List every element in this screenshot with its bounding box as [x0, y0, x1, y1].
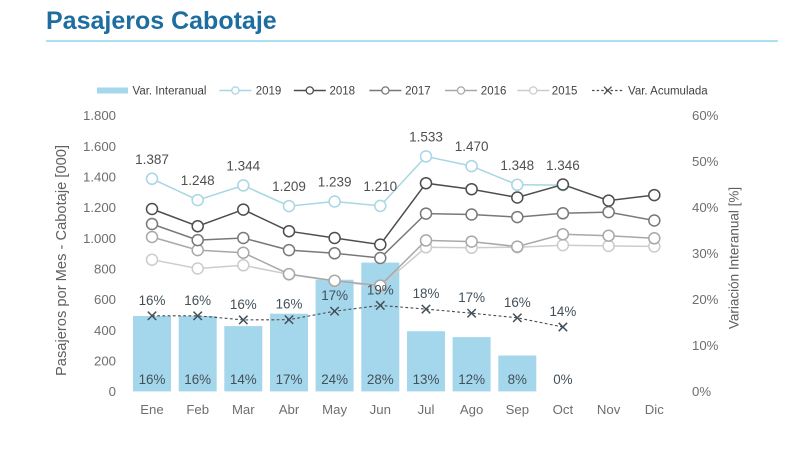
svg-text:Oct: Oct	[553, 402, 574, 417]
svg-text:1.344: 1.344	[226, 158, 260, 173]
svg-text:50%: 50%	[692, 154, 719, 169]
svg-text:1.800: 1.800	[83, 108, 116, 123]
svg-text:Feb: Feb	[186, 402, 209, 417]
svg-text:2016: 2016	[481, 86, 507, 98]
svg-text:2019: 2019	[256, 86, 282, 98]
svg-text:Variación Interanual [%]: Variación Interanual [%]	[727, 187, 742, 329]
svg-text:600: 600	[94, 292, 116, 307]
svg-text:28%: 28%	[367, 372, 394, 387]
svg-text:Var. Interanual: Var. Interanual	[133, 86, 207, 98]
svg-text:8%: 8%	[508, 372, 527, 387]
svg-text:40%: 40%	[692, 200, 719, 215]
svg-text:Ene: Ene	[140, 402, 163, 417]
svg-text:1.400: 1.400	[83, 170, 116, 185]
svg-text:Ago: Ago	[460, 402, 483, 417]
svg-text:2017: 2017	[405, 86, 431, 98]
svg-text:14%: 14%	[549, 304, 576, 319]
svg-text:Pasajeros Cabotaje: Pasajeros Cabotaje	[46, 7, 277, 35]
svg-text:17%: 17%	[458, 290, 485, 305]
svg-text:16%: 16%	[230, 297, 257, 312]
svg-text:18%: 18%	[413, 286, 440, 301]
svg-text:Abr: Abr	[279, 402, 300, 417]
svg-text:1.470: 1.470	[455, 139, 489, 154]
svg-text:16%: 16%	[276, 297, 303, 312]
svg-text:200: 200	[94, 353, 116, 368]
svg-text:1.239: 1.239	[318, 175, 352, 190]
svg-text:1.346: 1.346	[546, 158, 580, 173]
svg-text:Dic: Dic	[645, 402, 664, 417]
svg-text:May: May	[322, 402, 347, 417]
svg-text:10%: 10%	[692, 338, 719, 353]
svg-text:19%: 19%	[367, 282, 394, 297]
svg-text:2015: 2015	[552, 86, 578, 98]
svg-text:0%: 0%	[692, 384, 711, 399]
svg-text:1.600: 1.600	[83, 139, 116, 154]
svg-text:17%: 17%	[276, 372, 303, 387]
svg-text:Pasajeros por Mes - Cabotaje [: Pasajeros por Mes - Cabotaje [000]	[54, 145, 70, 376]
svg-text:24%: 24%	[321, 372, 348, 387]
svg-text:1.248: 1.248	[181, 173, 215, 188]
svg-text:1.000: 1.000	[83, 231, 116, 246]
svg-text:400: 400	[94, 323, 116, 338]
svg-text:17%: 17%	[321, 288, 348, 303]
svg-text:1.210: 1.210	[363, 179, 397, 194]
svg-text:1.209: 1.209	[272, 179, 306, 194]
svg-text:1.200: 1.200	[83, 200, 116, 215]
svg-text:0: 0	[109, 384, 116, 399]
svg-text:1.533: 1.533	[409, 129, 443, 144]
svg-text:Var. Acumulada: Var. Acumulada	[628, 86, 708, 98]
svg-text:60%: 60%	[692, 108, 719, 123]
svg-text:Mar: Mar	[232, 402, 255, 417]
svg-text:Jun: Jun	[370, 402, 391, 417]
svg-text:30%: 30%	[692, 246, 719, 261]
svg-text:14%: 14%	[230, 372, 257, 387]
svg-text:Jul: Jul	[418, 402, 435, 417]
svg-text:16%: 16%	[504, 295, 531, 310]
svg-text:16%: 16%	[139, 372, 166, 387]
svg-text:Sep: Sep	[506, 402, 529, 417]
svg-text:16%: 16%	[139, 293, 166, 308]
svg-text:13%: 13%	[413, 372, 440, 387]
svg-text:12%: 12%	[458, 372, 485, 387]
svg-text:0%: 0%	[553, 372, 572, 387]
svg-text:16%: 16%	[184, 372, 211, 387]
svg-text:1.387: 1.387	[135, 152, 169, 167]
svg-text:20%: 20%	[692, 292, 719, 307]
svg-text:16%: 16%	[184, 293, 211, 308]
svg-text:1.348: 1.348	[500, 158, 534, 173]
svg-text:2018: 2018	[330, 86, 356, 98]
svg-text:800: 800	[94, 262, 116, 277]
svg-text:Nov: Nov	[597, 402, 621, 417]
